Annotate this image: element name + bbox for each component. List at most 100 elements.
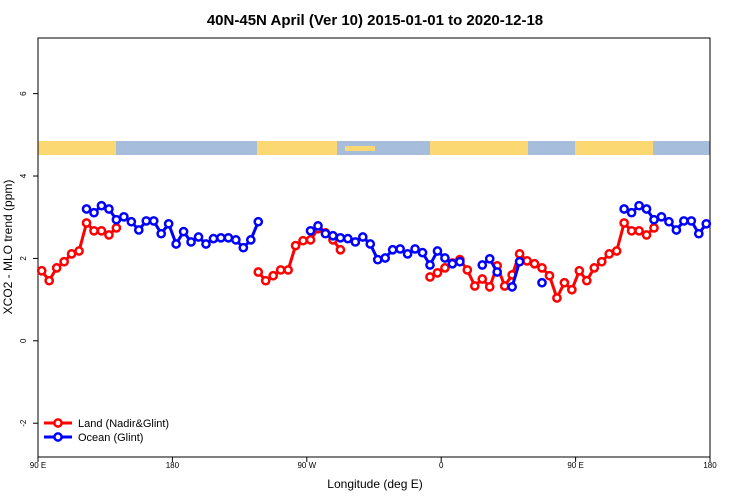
- data-point: [537, 263, 547, 273]
- data-point: [455, 256, 465, 267]
- data-point: [447, 258, 458, 269]
- data-point: [253, 216, 264, 227]
- data-point: [507, 281, 517, 292]
- data-point: [231, 235, 241, 245]
- y-axis-label: XCO2 - MLO trend (ppm): [1, 180, 15, 315]
- data-point: [425, 272, 435, 282]
- data-point: [260, 275, 271, 286]
- data-point: [514, 249, 525, 259]
- data-point: [522, 256, 532, 266]
- data-point: [477, 260, 488, 270]
- y-tick-label: -2: [19, 419, 28, 427]
- data-point: [484, 281, 495, 292]
- data-point: [178, 226, 189, 237]
- data-point: [559, 277, 570, 288]
- data-point: [387, 244, 398, 255]
- data-point: [245, 235, 256, 245]
- data-point: [305, 225, 316, 236]
- data-point: [671, 225, 682, 235]
- data-point: [440, 253, 450, 263]
- land-ocean-strip: [38, 141, 710, 155]
- data-point: [425, 260, 435, 270]
- data-point: [380, 253, 391, 263]
- data-point: [552, 293, 562, 303]
- data-point: [581, 275, 592, 286]
- data-point: [686, 216, 697, 226]
- data-point: [335, 232, 346, 243]
- data-point: [201, 239, 211, 249]
- x-tick-label: 180: [703, 461, 717, 470]
- data-point: [186, 237, 196, 247]
- data-point: [679, 216, 689, 226]
- data-point: [626, 225, 637, 236]
- chart-title: 40N-45N April (Ver 10) 2015-01-01 to 202…: [207, 12, 543, 29]
- data-point: [36, 265, 47, 276]
- x-tick-label: 180: [166, 461, 180, 470]
- data-point: [440, 263, 450, 273]
- legend-label: Ocean (Glint): [78, 432, 143, 444]
- data-point: [544, 270, 555, 281]
- data-point: [626, 207, 637, 218]
- data-point: [567, 284, 577, 295]
- data-point: [313, 221, 323, 231]
- data-point: [253, 267, 264, 277]
- data-point: [96, 225, 107, 236]
- data-point: [223, 232, 234, 243]
- data-point: [89, 225, 99, 236]
- legend-marker: [53, 432, 63, 442]
- data-point: [589, 263, 600, 273]
- data-point: [133, 225, 144, 235]
- data-point: [193, 232, 204, 242]
- plot-frame: [37, 37, 711, 458]
- data-point: [104, 230, 114, 240]
- data-point: [111, 223, 122, 233]
- x-axis-label: Longitude (deg E): [327, 477, 422, 491]
- data-point: [208, 233, 219, 244]
- data-point: [462, 265, 473, 275]
- legend-marker: [53, 418, 63, 428]
- data-point: [372, 254, 383, 265]
- data-point: [89, 207, 99, 218]
- data-point: [275, 265, 286, 275]
- data-point: [163, 218, 174, 229]
- data-point: [656, 211, 667, 222]
- data-point: [357, 232, 368, 242]
- data-point: [432, 246, 443, 256]
- data-point: [417, 247, 428, 258]
- data-point: [492, 267, 503, 277]
- data-point: [596, 256, 607, 267]
- data-point: [649, 214, 659, 225]
- data-point: [268, 270, 279, 281]
- y-tick-label: 0: [19, 338, 28, 343]
- data-point: [619, 204, 629, 214]
- data-point: [432, 267, 443, 278]
- data-point: [74, 246, 84, 256]
- data-point: [641, 204, 652, 214]
- data-point: [148, 216, 159, 226]
- data-point: [290, 240, 301, 251]
- data-point: [499, 281, 510, 291]
- data-point: [44, 275, 55, 286]
- data-point: [238, 242, 249, 253]
- x-tick-label: 90 W: [297, 461, 316, 470]
- data-point: [365, 239, 376, 249]
- data-point: [104, 204, 114, 214]
- data-point: [216, 232, 226, 243]
- data-point: [343, 233, 353, 244]
- data-point: [649, 223, 659, 233]
- data-point: [634, 225, 644, 236]
- data-point: [619, 218, 629, 228]
- y-tick-label: 6: [19, 91, 28, 96]
- data-point: [59, 256, 69, 267]
- data-point: [693, 228, 704, 239]
- data-point: [604, 249, 615, 259]
- data-point: [634, 200, 644, 211]
- data-point: [119, 211, 129, 222]
- data-point: [484, 253, 495, 264]
- data-point: [81, 204, 92, 214]
- data-point: [410, 244, 420, 254]
- data-point: [335, 244, 346, 255]
- data-point: [305, 235, 316, 245]
- data-point: [514, 256, 525, 267]
